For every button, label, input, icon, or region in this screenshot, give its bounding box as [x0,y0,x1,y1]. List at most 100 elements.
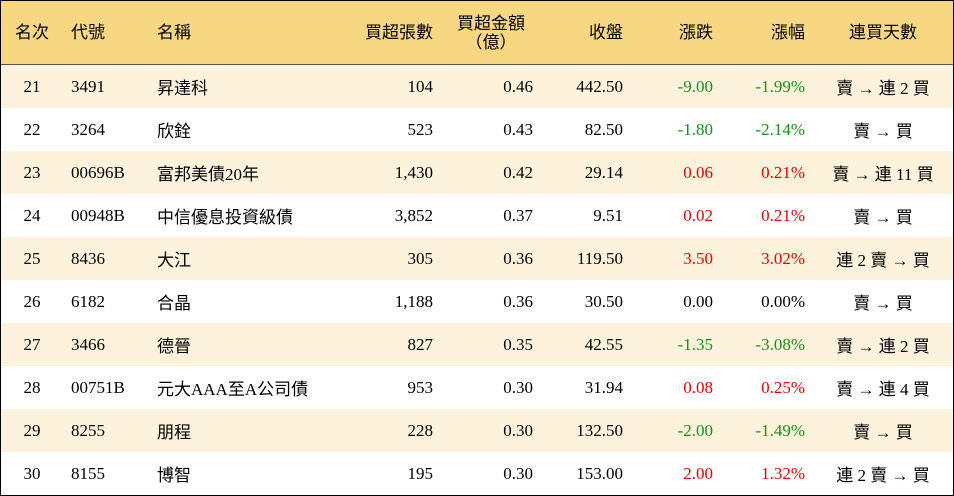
table-row: 25 8436 大江 305 0.36 119.50 3.50 3.02% 連 2 賣 → 買 [1,237,953,280]
table-cell: 0.21% [761,205,805,225]
table-cell: 00948B [71,205,125,225]
header-cell: 收盤 [541,1,631,65]
table-cell: 8436 [63,237,149,280]
table-cell: 0.30 [441,409,541,452]
table-cell: 523 [407,119,434,139]
table-cell: 22 [23,119,41,139]
table-cell: 29.14 [541,151,631,194]
table-cell: 27 [1,323,63,366]
table-cell: 0.37 [503,205,533,225]
table-cell: 賣 → 連 2 買 [813,323,953,366]
table-cell: 24 [23,205,41,225]
header-cell: 名次 [1,1,63,65]
table-row: 26 6182 合晶 1,188 0.36 30.50 0.00 0.00% 賣 → 買 [1,280,953,323]
table-cell: 00696B [63,151,149,194]
table-cell: 0.21% [721,151,813,194]
table-cell: 賣 → 連 11 買 [813,151,953,194]
table-cell: 欣銓 [157,122,191,141]
table-cell: 0.06 [631,151,721,194]
table-cell: 827 [346,323,441,366]
table-cell: 博智 [157,466,191,485]
table-cell: -1.99% [721,64,813,108]
table-row: 24 00948B 中信優息投資級債 3,852 0.37 9.51 0.02 0.21% 賣 … [1,194,953,237]
table-cell: 0.42 [441,151,541,194]
table-row: 27 3466 德晉 827 0.35 42.55 -1.35 -3.08% 賣 → 連 2 買 [1,323,953,366]
table-cell: 0.43 [503,119,533,139]
table-cell: 0.00 [683,291,713,311]
table-cell: 29 [1,409,63,452]
header-cell: 連買天數 [813,1,953,65]
table-cell: 3466 [63,323,149,366]
table-cell: 0.02 [683,205,713,225]
table-cell: 3491 [63,64,149,108]
table-cell: 0.36 [441,237,541,280]
table-cell: 連 2 賣 → 買 [836,466,930,485]
table-cell: 9.51 [593,205,623,225]
header-line: （億） [465,32,517,52]
table-cell: 0.46 [441,64,541,108]
table-cell: 1,430 [346,151,441,194]
header-cell: 買超金額 （億） [441,1,541,65]
header-cell: 漲跌 [631,1,721,65]
table-cell: 8155 [71,463,105,483]
table-cell: 25 [1,237,63,280]
table-cell: 賣 → 連 2 買 [813,64,953,108]
table-cell: 0.30 [503,377,533,397]
table-cell: 953 [407,377,434,397]
table-cell: 0.30 [503,463,533,483]
table-cell: 119.50 [541,237,631,280]
header-line: 買超金額 [457,13,525,33]
table-cell: 8255 [63,409,149,452]
table-cell: 305 [346,237,441,280]
table-cell: 賣 → 買 [853,208,913,227]
table-cell: 賣 → 連 4 買 [836,380,930,399]
table-cell: 195 [407,463,434,483]
table-cell: 6182 [71,291,105,311]
table-cell: 132.50 [541,409,631,452]
table-cell: 3264 [71,119,105,139]
table-row: 29 8255 朋程 228 0.30 132.50 -2.00 -1.49% 賣 → 買 [1,409,953,452]
table-cell: 31.94 [584,377,623,397]
header-cell: 漲幅 [721,1,813,65]
table-row: 30 8155 博智 195 0.30 153.00 2.00 1.32% 連 2 賣 → 買 [1,452,953,495]
table-cell: 賣 → 買 [853,122,913,141]
header-row: 名次 代號 名稱 買超張數 買超金額 （億） 收盤 漲跌 漲幅 連買天數 [1,1,953,65]
table-cell: -1.35 [631,323,721,366]
table-cell: -1.80 [677,119,713,139]
table-row: 23 00696B 富邦美債20年 1,430 0.42 29.14 0.06 0.21% 賣 … [1,151,953,194]
table-cell: 2.00 [683,463,713,483]
table-row: 28 00751B 元大AAA至A公司債 953 0.30 31.94 0.08 0.25% 賣… [1,366,953,409]
table-cell: 21 [1,64,63,108]
table-cell: 1,188 [394,291,433,311]
table-cell: 中信優息投資級債 [157,208,293,227]
table-cell: 富邦美債20年 [149,151,346,194]
header-cell: 名稱 [149,1,346,65]
table-cell: 連 2 賣 → 買 [813,237,953,280]
table-cell: 30.50 [584,291,623,311]
table-cell: 昇達科 [149,64,346,108]
table-cell: 元大AAA至A公司債 [157,380,309,399]
table-cell: 朋程 [149,409,346,452]
table-row: 21 3491 昇達科 104 0.46 442.50 -9.00 -1.99% 賣 → 連 2… [1,64,953,108]
table-cell: 賣 → 買 [853,294,913,313]
table-cell: 0.00% [761,291,805,311]
table-cell: 153.00 [576,463,623,483]
table-cell: 26 [23,291,41,311]
table-body: 21 3491 昇達科 104 0.46 442.50 -9.00 -1.99% 賣 → 連 2… [1,64,953,496]
table-cell: 合晶 [157,294,191,313]
table-cell: 30 [23,463,41,483]
table-cell: 0.36 [503,291,533,311]
table-cell: 大江 [149,237,346,280]
table-cell: 3.50 [631,237,721,280]
table-cell: 228 [346,409,441,452]
header-cell: 代號 [63,1,149,65]
header-cell: 買超張數 [346,1,441,65]
table-cell: 1.32% [761,463,805,483]
table-cell: 3.02% [721,237,813,280]
table-cell: 82.50 [584,119,623,139]
table-cell: -3.08% [721,323,813,366]
table-row: 22 3264 欣銓 523 0.43 82.50 -1.80 -2.14% 賣 → 買 [1,108,953,151]
table-cell: -2.14% [755,119,805,139]
